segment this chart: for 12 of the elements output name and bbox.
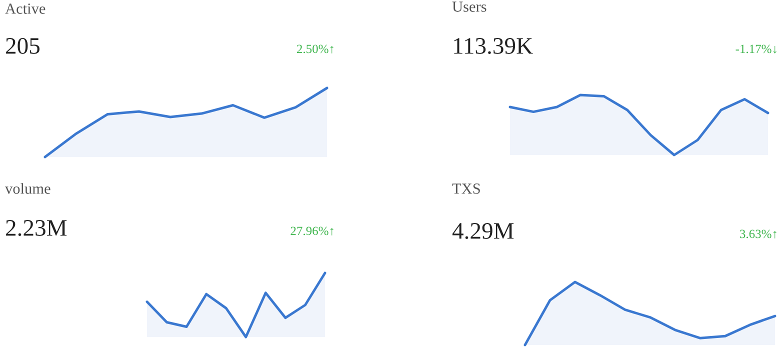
chart-subtitle: 2.23M bbox=[6, 220, 67, 236]
text: -1.17%↓ bbox=[736, 44, 776, 54]
text: 3.63%↑ bbox=[740, 230, 776, 238]
chart-subtitle: 113.39K bbox=[454, 38, 533, 54]
chart-title: Active bbox=[5, 4, 46, 14]
chart-title: volume bbox=[5, 183, 50, 194]
text: 27.96%↑ bbox=[290, 226, 334, 236]
chart-title: TXS bbox=[452, 184, 480, 194]
text: 2.50%↑ bbox=[297, 44, 334, 54]
chart-subtitle: 4.29M bbox=[452, 223, 514, 240]
chart-subtitle: 205 bbox=[6, 38, 40, 54]
chart-title: Users bbox=[452, 2, 486, 12]
